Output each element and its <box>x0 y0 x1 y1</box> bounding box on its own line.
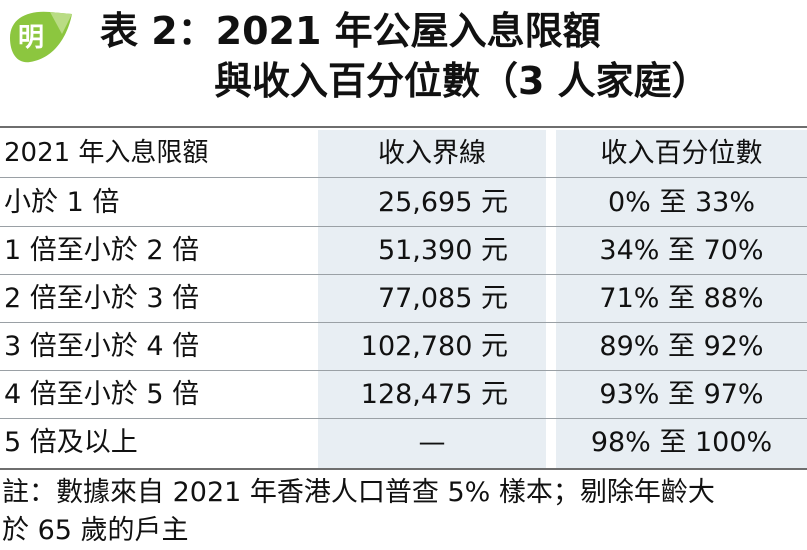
row-divider <box>0 226 807 227</box>
row-divider <box>0 418 807 419</box>
row-divider <box>0 322 807 323</box>
row-percentile: 71% 至 88% <box>599 283 764 314</box>
column-shade-income-threshold <box>318 130 546 468</box>
table-row: 小於 1 倍 25,695 元 0% 至 33% <box>0 179 807 227</box>
title-line-1: 表 2：2021 年公屋入息限額 <box>100 9 601 53</box>
header-income-percentile: 收入百分位數 <box>600 138 763 169</box>
table-row: 1 倍至小於 2 倍 51,390 元 34% 至 70% <box>0 227 807 275</box>
leaf-logo-icon <box>10 11 72 63</box>
table-row: 3 倍至小於 4 倍 102,780 元 89% 至 92% <box>0 323 807 371</box>
row-label: 2 倍至小於 3 倍 <box>4 283 200 314</box>
row-divider <box>0 274 807 275</box>
row-threshold: — <box>418 427 446 458</box>
table-row: 5 倍及以上 — 98% 至 100% <box>0 419 807 467</box>
row-threshold: 51,390 元 <box>377 235 508 266</box>
row-percentile: 89% 至 92% <box>599 331 764 362</box>
row-label: 5 倍及以上 <box>4 427 138 458</box>
column-shade-percentile <box>556 130 807 468</box>
ming-pao-logo: 明 <box>4 8 76 66</box>
table-bottom-rule <box>0 468 807 470</box>
row-percentile: 0% 至 33% <box>607 187 755 218</box>
table-top-rule <box>0 126 807 128</box>
table-row: 2 倍至小於 3 倍 77,085 元 71% 至 88% <box>0 275 807 323</box>
row-label: 小於 1 倍 <box>4 187 120 218</box>
row-label: 3 倍至小於 4 倍 <box>4 331 200 362</box>
table-title: 表 2：2021 年公屋入息限額 與收入百分位數（3 人家庭） <box>100 6 800 106</box>
row-threshold: 128,475 元 <box>360 379 508 410</box>
footnote: 註：數據來自 2021 年香港人口普查 5% 樣本；剔除年齡大 於 65 歲的戶… <box>2 474 807 550</box>
row-divider <box>0 370 807 371</box>
row-label: 4 倍至小於 5 倍 <box>4 379 200 410</box>
row-percentile: 93% 至 97% <box>599 379 764 410</box>
logo-char: 明 <box>18 23 45 53</box>
row-label: 1 倍至小於 2 倍 <box>4 235 200 266</box>
table-header-row: 2021 年入息限額 收入界線 收入百分位數 <box>0 130 807 178</box>
footnote-line-2: 於 65 歲的戶主 <box>2 515 189 546</box>
title-line-2: 與收入百分位數（3 人家庭） <box>214 59 710 103</box>
row-percentile: 98% 至 100% <box>590 427 773 458</box>
row-percentile: 34% 至 70% <box>599 235 764 266</box>
table-row: 4 倍至小於 5 倍 128,475 元 93% 至 97% <box>0 371 807 419</box>
header-income-limit: 2021 年入息限額 <box>4 138 209 168</box>
row-threshold: 77,085 元 <box>377 283 508 314</box>
row-threshold: 102,780 元 <box>360 331 508 362</box>
header-income-threshold: 收入界線 <box>378 138 486 169</box>
row-threshold: 25,695 元 <box>377 187 508 218</box>
row-divider <box>0 177 807 178</box>
footnote-line-1: 註：數據來自 2021 年香港人口普查 5% 樣本；剔除年齡大 <box>2 477 715 508</box>
